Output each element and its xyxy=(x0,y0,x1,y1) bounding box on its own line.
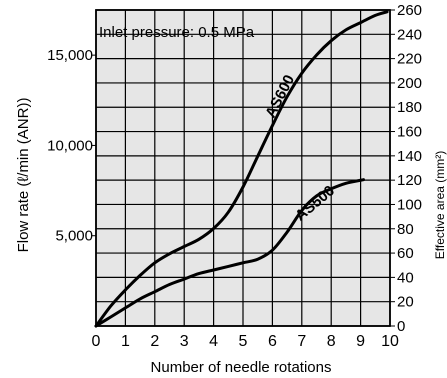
y-right-tick-label: 140 xyxy=(397,148,422,165)
y-right-tick-label: 60 xyxy=(397,245,414,262)
x-tick-label: 8 xyxy=(327,333,336,350)
tick-labels: 0 1 2 3 4 5 6 7 8 9 100204060801001201401601802002… xyxy=(47,2,422,350)
x-tick-label: 7 xyxy=(297,333,306,350)
y-tick-label: 10,000 xyxy=(47,137,93,154)
plot-frame xyxy=(95,9,391,327)
y-right-tick-label: 120 xyxy=(397,172,422,189)
y-right-tick-label: 200 xyxy=(397,75,422,92)
series-line-as500 xyxy=(94,178,365,328)
y-axis-title: Flow rate (ℓ/min (ANR)) xyxy=(15,98,32,253)
x-tick-label: 9 xyxy=(356,333,365,350)
y-right-tick-label: 40 xyxy=(397,269,414,286)
x-tick-label: 1 xyxy=(121,333,130,350)
y-right-tick-label: 80 xyxy=(397,221,414,238)
x-tick-label: 5 xyxy=(239,333,248,350)
y-right-tick-label: 20 xyxy=(397,294,414,311)
x-tick-label: 3 xyxy=(180,333,189,350)
y-right-tick-label: 260 xyxy=(397,2,422,19)
y-right-tick-label: 100 xyxy=(397,196,422,213)
x-tick-label: 4 xyxy=(209,333,218,350)
y-right-tick-label: 220 xyxy=(397,51,422,68)
y-right-tick-label: 180 xyxy=(397,99,422,116)
y-right-axis-title: Effective area (mm²) xyxy=(433,151,447,259)
x-axis-title: Number of needle rotations xyxy=(151,359,332,376)
series-line-as600 xyxy=(94,10,389,328)
x-tick-label: 2 xyxy=(150,333,159,350)
y-right-tick-label: 0 xyxy=(397,318,405,335)
x-tick-label: 10 xyxy=(381,333,399,350)
annotation-text: Inlet pressure: 0.5 MPa xyxy=(99,24,255,41)
y-right-tick-label: 160 xyxy=(397,124,422,141)
y-right-tick-label: 240 xyxy=(397,26,422,43)
y-tick-label: 5,000 xyxy=(55,228,93,245)
x-tick-label: 0 xyxy=(92,333,101,350)
x-tick-label: 6 xyxy=(268,333,277,350)
y-tick-label: 15,000 xyxy=(47,47,93,64)
